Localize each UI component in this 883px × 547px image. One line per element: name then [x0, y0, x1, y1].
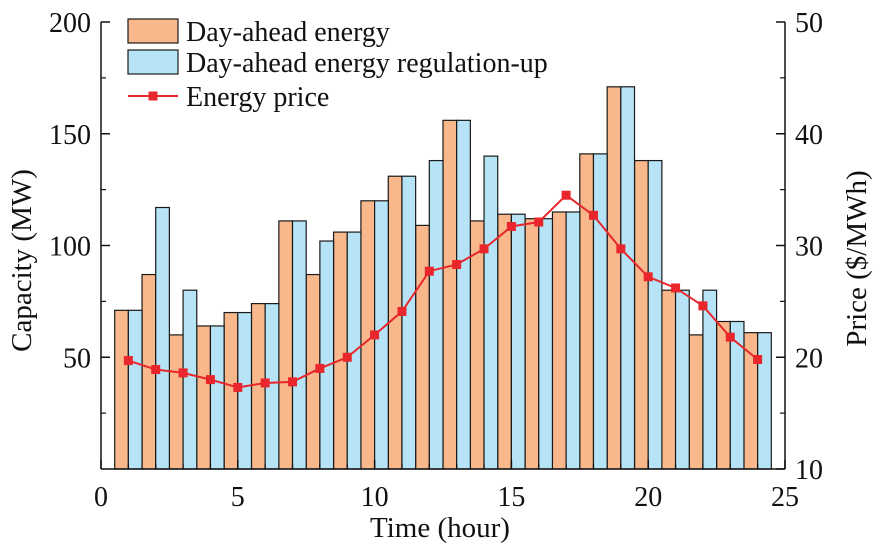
legend-marker-2	[148, 91, 158, 101]
y2-tick-label-10: 10	[795, 455, 823, 486]
y2-axis-title: Price ($/MWh)	[841, 170, 873, 346]
bar-s1-h18	[592, 153, 608, 470]
bar-s1-h21	[674, 289, 690, 470]
price-marker-h8	[315, 363, 325, 373]
legend-swatch-0	[127, 18, 179, 44]
legend-swatch-1	[127, 49, 179, 75]
price-marker-h19	[616, 244, 626, 254]
x-tick-label-15: 15	[497, 482, 525, 513]
y2-tick-label-40: 40	[795, 120, 823, 151]
bar-s0-h17	[551, 211, 567, 470]
bar-s0-h15	[497, 213, 513, 470]
price-marker-h5	[233, 382, 243, 392]
bar-s1-h24	[757, 332, 772, 470]
bar-s1-h17	[565, 211, 581, 470]
bar-s0-h19	[606, 86, 622, 470]
bars-layer	[114, 86, 772, 470]
price-marker-h17	[561, 190, 571, 200]
legend-label-2: Energy price	[186, 82, 329, 113]
price-marker-h21	[671, 283, 681, 293]
y2-tick-label-50: 50	[795, 8, 823, 39]
price-marker-h9	[342, 352, 352, 362]
series-line-2	[128, 193, 759, 389]
bar-s0-h22	[688, 334, 704, 470]
bar-s1-h2	[155, 206, 171, 470]
y-tick-label-50: 50	[63, 343, 91, 374]
y-axis-title: Capacity (MW)	[6, 169, 38, 352]
price-marker-h20	[643, 272, 653, 282]
bar-s0-h14	[469, 220, 485, 470]
bar-s0-h12	[415, 224, 430, 470]
x-tick-label-20: 20	[634, 482, 662, 513]
bar-s0-h21	[661, 289, 677, 470]
price-marker-h4	[205, 375, 215, 385]
y2-tick-label-20: 20	[795, 343, 823, 374]
y-tick-label-150: 150	[49, 120, 91, 151]
y-tick-label-100: 100	[49, 232, 91, 263]
bar-s1-h20	[647, 159, 663, 470]
y2-tick-label-30: 30	[795, 232, 823, 263]
price-marker-h15	[506, 222, 516, 232]
price-marker-h16	[534, 217, 544, 227]
bar-s1-h4	[209, 325, 225, 470]
price-marker-h3	[178, 368, 188, 378]
bar-s1-h12	[428, 159, 444, 470]
bar-s0-h16	[524, 218, 540, 470]
bar-s1-h15	[510, 213, 526, 470]
price-marker-h11	[397, 306, 407, 316]
price-marker-h24	[753, 354, 763, 364]
price-marker-h22	[698, 301, 708, 311]
legend-label-0: Day-ahead energy	[186, 17, 390, 48]
bar-s1-h11	[401, 175, 417, 470]
bar-s1-h19	[620, 86, 636, 470]
bar-s1-h13	[456, 119, 471, 470]
bar-s1-h14	[483, 155, 499, 470]
bar-s0-h9	[332, 231, 348, 470]
bar-s1-h8	[319, 240, 335, 470]
legend-label-1: Day-ahead energy regulation-up	[186, 48, 548, 79]
x-tick-label-0: 0	[94, 482, 108, 513]
x-tick-label-10: 10	[361, 482, 389, 513]
price-marker-h6	[260, 378, 270, 388]
bar-s0-h18	[579, 153, 595, 470]
x-tick-label-25: 25	[771, 482, 799, 513]
bar-s1-h7	[291, 220, 307, 470]
bar-s0-h7	[278, 220, 294, 470]
bar-s0-h23	[715, 320, 731, 470]
x-tick-label-5: 5	[231, 482, 245, 513]
bar-s0-h13	[442, 119, 458, 470]
axes-layer: 0 5 10 15 20 25 50 100 150 200 10 20 30 40 50 Time (hou…	[6, 8, 873, 544]
price-line-layer	[123, 190, 763, 392]
price-marker-h1	[123, 356, 133, 366]
bar-s1-h3	[182, 289, 198, 470]
bar-s0-h3	[168, 334, 184, 470]
price-marker-h12	[424, 266, 434, 276]
price-marker-h18	[588, 210, 598, 220]
bar-s1-h1	[127, 309, 143, 470]
price-marker-h10	[370, 330, 380, 340]
y-tick-label-200: 200	[49, 8, 91, 39]
price-marker-h2	[151, 365, 161, 375]
price-marker-h13	[452, 259, 462, 269]
bar-s0-h4	[196, 325, 212, 470]
bar-s0-h20	[633, 159, 649, 470]
bar-s1-h16	[538, 218, 554, 470]
x-axis-title: Time (hour)	[370, 512, 510, 544]
bar-s1-h22	[702, 289, 718, 470]
price-marker-h23	[725, 332, 735, 342]
bar-s0-h1	[114, 309, 129, 470]
price-marker-h7	[288, 377, 298, 387]
price-marker-h14	[479, 244, 489, 254]
